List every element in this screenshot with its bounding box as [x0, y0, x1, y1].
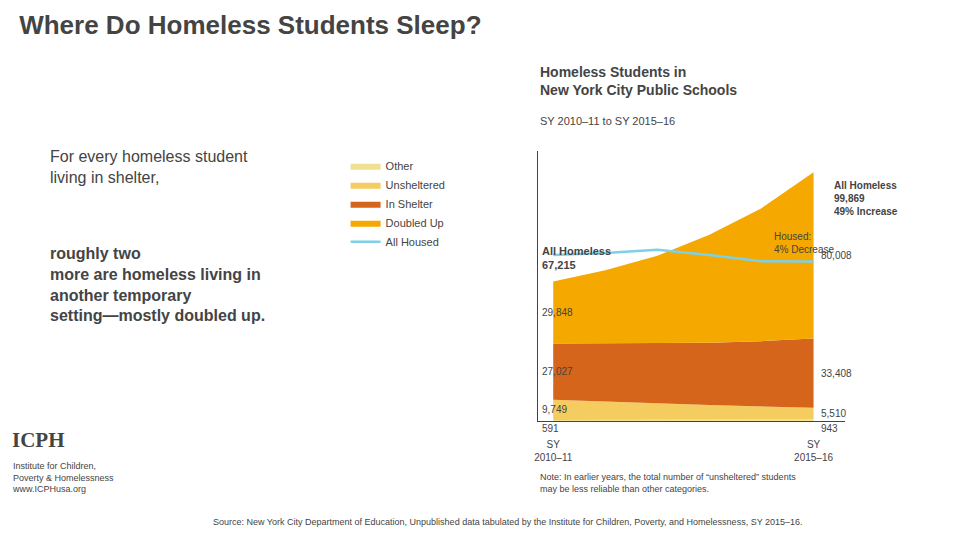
- svg-text:All Homeless67,215: All Homeless67,215: [542, 245, 611, 271]
- svg-text:29,848: 29,848: [542, 307, 573, 318]
- svg-text:80,008: 80,008: [821, 250, 852, 261]
- svg-text:SY2015–16: SY2015–16: [794, 439, 833, 463]
- svg-text:33,408: 33,408: [821, 368, 852, 379]
- svg-text:Note: In earlier years, the to: Note: In earlier years, the total number…: [540, 472, 796, 494]
- svg-text:Other: Other: [386, 160, 414, 172]
- svg-text:roughly twomore are homeless l: roughly twomore are homeless living inan…: [50, 245, 265, 324]
- svg-text:SY 2010–11 to SY 2015–16: SY 2010–11 to SY 2015–16: [540, 115, 675, 127]
- svg-text:Housed:4% Decrease: Housed:4% Decrease: [774, 231, 834, 255]
- svg-text:Doubled Up: Doubled Up: [386, 217, 444, 229]
- svg-text:Homeless Students inNew York C: Homeless Students inNew York City Public…: [540, 64, 737, 98]
- svg-text:In Shelter: In Shelter: [386, 198, 433, 210]
- svg-text:All Homeless99,86949% Increase: All Homeless99,86949% Increase: [834, 180, 898, 217]
- svg-text:Source: New York City Departme: Source: New York City Department of Educ…: [213, 517, 803, 527]
- svg-text:943: 943: [821, 423, 838, 434]
- svg-text:ICPH: ICPH: [12, 428, 65, 452]
- svg-text:SY2010–11: SY2010–11: [534, 439, 573, 463]
- svg-text:All Housed: All Housed: [386, 236, 439, 248]
- svg-text:Unsheltered: Unsheltered: [386, 179, 445, 191]
- svg-text:Where Do Homeless Students Sle: Where Do Homeless Students Sleep?: [19, 10, 481, 40]
- svg-text:Institute for Children,Poverty: Institute for Children,Poverty & Homeles…: [12, 461, 114, 494]
- svg-text:For every homeless studentlivi: For every homeless studentliving in shel…: [50, 148, 248, 186]
- svg-text:5,510: 5,510: [821, 408, 846, 419]
- svg-text:27,027: 27,027: [542, 366, 573, 377]
- svg-text:9,749: 9,749: [542, 404, 567, 415]
- svg-text:591: 591: [542, 423, 559, 434]
